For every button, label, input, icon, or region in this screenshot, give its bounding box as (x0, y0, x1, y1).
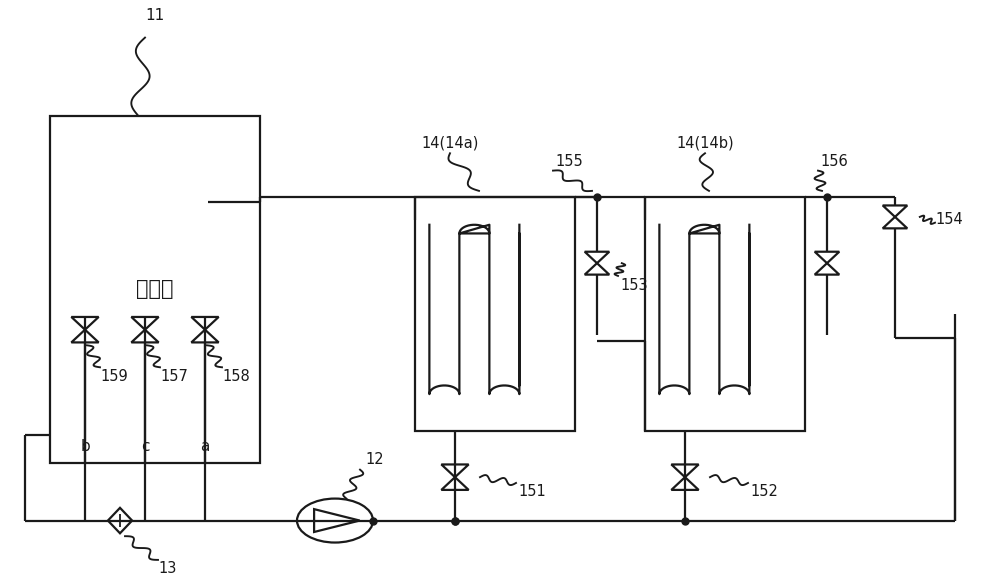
Text: 152: 152 (750, 484, 778, 499)
Text: 14(14a): 14(14a) (421, 135, 479, 150)
Bar (645, 197, 805, 431)
Bar (415, 197, 575, 431)
Text: 158: 158 (222, 369, 250, 384)
Text: 159: 159 (100, 369, 128, 384)
Text: 151: 151 (518, 484, 546, 499)
Text: 154: 154 (935, 212, 963, 227)
Text: 11: 11 (145, 8, 165, 23)
Bar (50, 115, 260, 463)
Text: a: a (200, 439, 210, 454)
Text: 13: 13 (158, 561, 176, 576)
Text: 加热炉: 加热炉 (136, 279, 174, 299)
Text: 156: 156 (820, 154, 848, 169)
Text: c: c (141, 439, 149, 454)
Text: 157: 157 (160, 369, 188, 384)
Text: 155: 155 (555, 154, 583, 169)
Text: 153: 153 (620, 278, 648, 293)
Text: 12: 12 (365, 452, 384, 467)
Text: b: b (80, 439, 90, 454)
Text: 14(14b): 14(14b) (676, 135, 734, 150)
